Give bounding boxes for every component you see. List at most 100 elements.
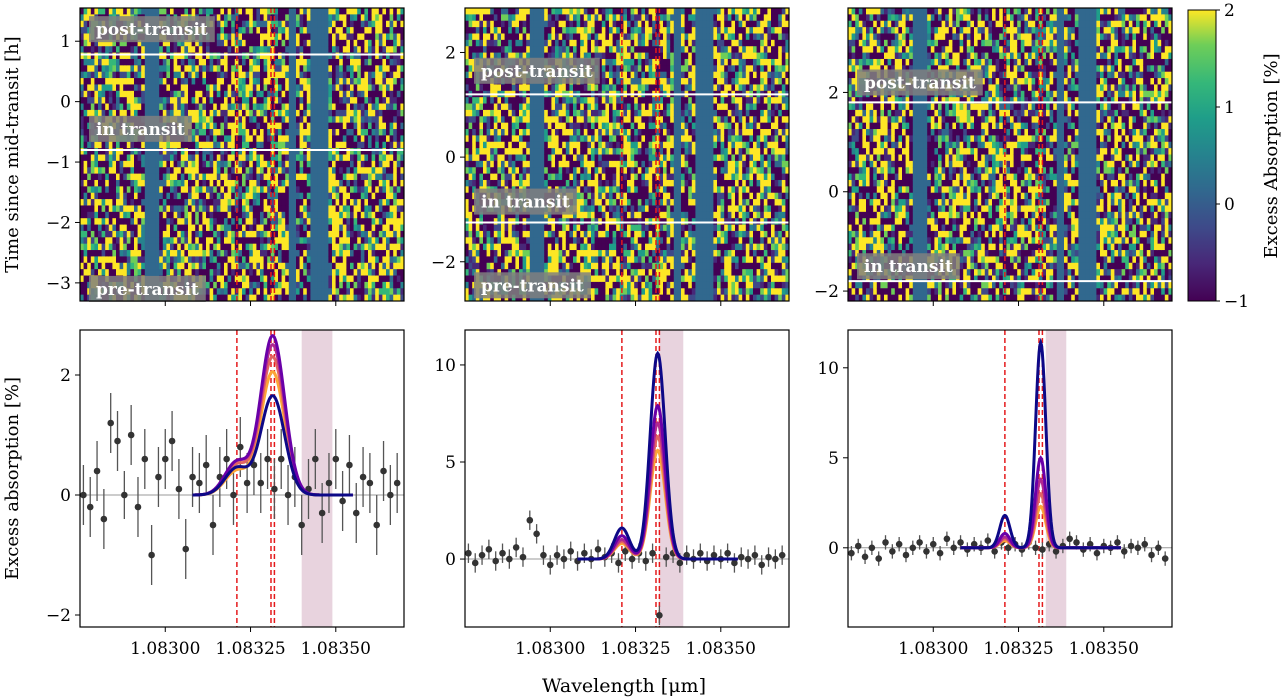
phase-label: in transit xyxy=(474,188,577,215)
model-series-line xyxy=(577,421,738,561)
phase-label: pre-transit xyxy=(474,272,591,299)
phase-label: pre-transit xyxy=(89,275,206,302)
model-series-line xyxy=(960,504,1121,550)
model-series-line xyxy=(960,455,1121,550)
spectrum-y-tick-label: 5 xyxy=(828,449,839,469)
data-point xyxy=(373,495,381,555)
heatmap-frame xyxy=(464,7,790,302)
data-point xyxy=(902,547,910,563)
data-point xyxy=(1155,540,1162,555)
model-series-line xyxy=(960,337,1121,550)
data-point xyxy=(93,441,101,501)
data-point xyxy=(202,435,210,495)
data-point xyxy=(277,429,285,489)
spectrum-x-tick-label: 1.08300 xyxy=(130,639,200,659)
data-point xyxy=(1148,547,1155,563)
spectrum-x-tick-label: 1.08300 xyxy=(898,639,968,659)
data-point xyxy=(189,447,196,507)
spectrum-y-tick-label: −2 xyxy=(46,606,71,626)
data-point xyxy=(506,549,513,569)
heatmap-frame xyxy=(847,7,1173,302)
heatmap-panel-right: post-transit in transit 2 0 −2 xyxy=(814,7,1173,306)
data-point xyxy=(100,489,108,549)
data-point xyxy=(485,539,493,560)
data-point xyxy=(868,540,876,555)
spectrum-x-tick-label: 1.08325 xyxy=(600,639,670,659)
data-point xyxy=(1134,540,1142,555)
data-point xyxy=(182,519,190,579)
data-point xyxy=(107,393,114,453)
data-point xyxy=(366,453,374,513)
data-point xyxy=(574,551,581,571)
data-point xyxy=(984,533,992,548)
data-point xyxy=(560,549,568,569)
data-point xyxy=(875,551,882,566)
spectrum-y-tick-label: 0 xyxy=(828,539,839,559)
data-point xyxy=(744,549,752,569)
data-point xyxy=(861,549,869,564)
spectrum-x-tick-label: 1.08350 xyxy=(301,639,371,659)
heatmap-panel-middle: post-transit in transit pre-transit 2 0 −2 xyxy=(431,7,790,306)
spectrum-y-axis-label: Excess absorption [%] xyxy=(2,377,23,580)
data-point xyxy=(540,545,547,565)
data-point xyxy=(155,447,162,507)
data-point xyxy=(923,544,930,559)
data-point xyxy=(1066,531,1073,546)
colorbar-tick-label: −1 xyxy=(1224,292,1249,312)
data-point xyxy=(114,411,121,471)
colorbar-tick-label: 2 xyxy=(1224,1,1235,21)
data-point xyxy=(359,447,367,507)
data-point xyxy=(492,551,499,571)
heatmap-y-tick-label: −1 xyxy=(46,153,71,173)
data-point xyxy=(889,544,896,559)
heatmap-y-tick-label: −2 xyxy=(814,282,839,302)
data-point xyxy=(339,471,346,531)
heatmap-panel-left: post-transit in transit pre-transit 1 0 −1 −2 −… xyxy=(2,7,405,306)
data-point xyxy=(882,535,889,550)
data-point xyxy=(512,537,520,558)
data-point xyxy=(751,545,759,565)
data-point xyxy=(848,546,855,561)
spectrum-x-tick-label: 1.08325 xyxy=(983,639,1053,659)
phase-label: in transit xyxy=(89,115,192,142)
data-point xyxy=(141,429,149,489)
data-point xyxy=(710,545,718,565)
svg-text:pre-transit: pre-transit xyxy=(96,280,199,300)
data-point xyxy=(161,429,169,489)
data-point xyxy=(380,441,387,501)
data-point xyxy=(134,477,142,537)
data-point xyxy=(127,405,135,465)
data-point xyxy=(271,459,278,519)
colorbar: 2 1 0 −1 Excess Absorption [%] xyxy=(1187,1,1282,312)
spectrum-y-tick-label: 0 xyxy=(60,486,71,506)
data-point xyxy=(737,547,745,567)
data-point xyxy=(683,545,690,565)
spectrum-x-tick-label: 1.08325 xyxy=(215,639,285,659)
heatmap-y-axis-label: Time since mid-transit [h] xyxy=(2,36,23,272)
heatmap-cells xyxy=(80,8,405,302)
shaded-band xyxy=(1045,330,1067,627)
data-point xyxy=(854,538,862,554)
data-point xyxy=(121,471,128,519)
data-point xyxy=(499,543,506,563)
data-point xyxy=(196,453,203,513)
svg-text:in transit: in transit xyxy=(96,120,185,140)
data-point xyxy=(662,547,670,567)
shared-x-axis-label: Wavelength [μm] xyxy=(542,675,706,697)
heatmap-y-tick-label: 0 xyxy=(828,183,839,203)
data-point xyxy=(656,605,663,626)
data-point xyxy=(284,465,292,525)
data-point xyxy=(1161,551,1169,566)
shaded-band xyxy=(301,330,333,627)
spectrum-x-tick-label: 1.08350 xyxy=(1069,639,1139,659)
data-point xyxy=(478,545,486,565)
data-point xyxy=(387,465,394,525)
data-point xyxy=(1039,542,1046,557)
data-point xyxy=(964,542,971,557)
data-point xyxy=(257,453,265,513)
model-series-line xyxy=(960,477,1121,550)
data-point xyxy=(950,540,958,555)
data-point xyxy=(703,551,711,571)
data-point xyxy=(553,545,561,565)
data-point xyxy=(594,539,602,560)
